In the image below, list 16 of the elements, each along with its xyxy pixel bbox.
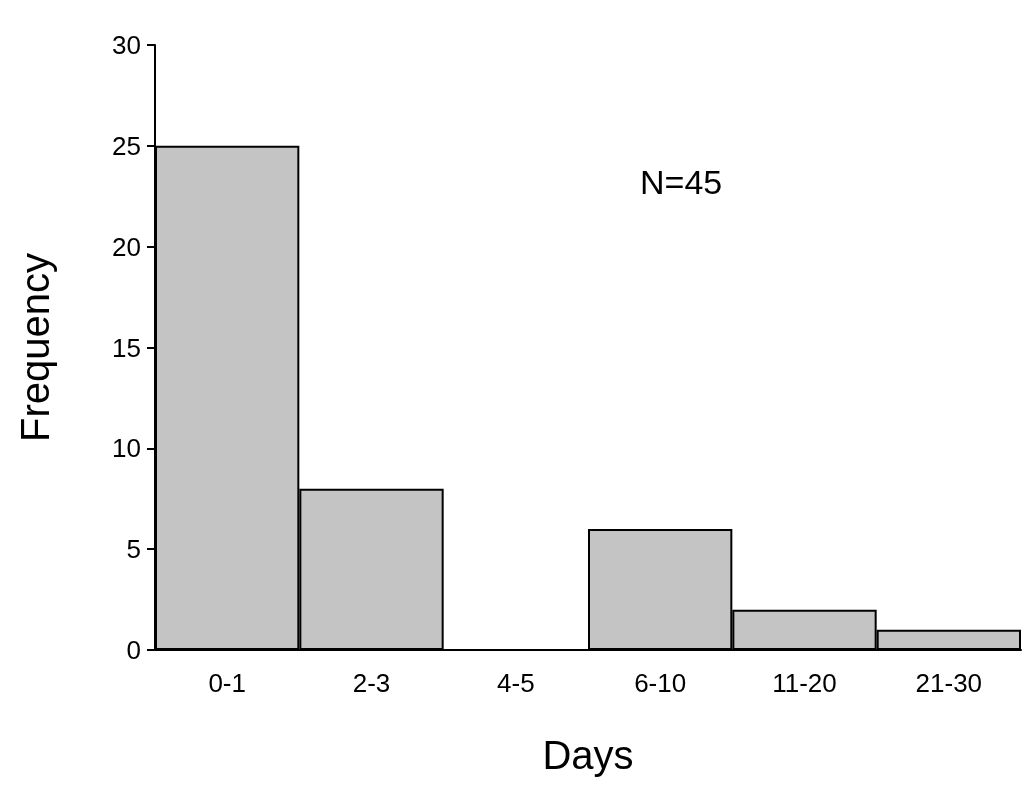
x-tick-label: 6-10 [634,668,687,698]
y-tick-label: 5 [126,534,141,565]
y-tick-label: 20 [112,231,141,262]
x-axis-title: Days [542,733,634,777]
y-tick-label: 0 [126,635,141,665]
x-tick-label: 11-20 [772,668,837,698]
x-tick-label: 0-1 [208,668,246,698]
y-axis-title: Frequency [13,253,57,442]
x-tick-label: 4-5 [497,668,535,698]
x-tick-label: 2-3 [352,668,391,698]
y-tick-label: 25 [112,130,141,161]
y-tick-label: 15 [112,332,141,363]
y-tick-label: 10 [112,433,141,464]
y-tick-label: 30 [112,30,141,60]
annotation: N=45 [640,163,723,201]
x-tick-label: 21-30 [915,668,983,698]
